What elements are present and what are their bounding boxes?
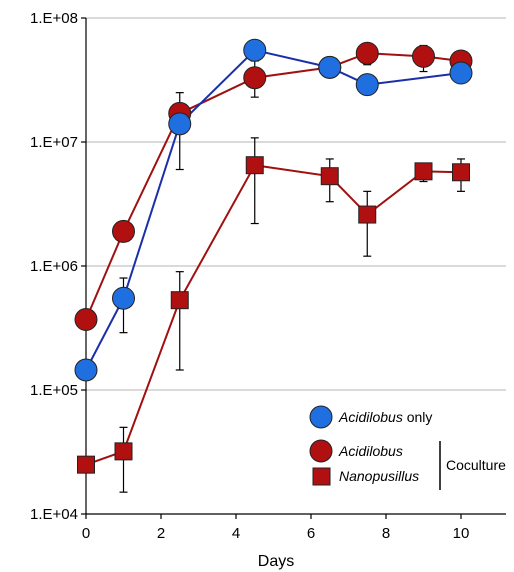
- data-point-circle: [412, 44, 435, 68]
- error-bars: [119, 43, 465, 493]
- data-point-square: [245, 156, 264, 175]
- x-tick-label: 8: [382, 525, 390, 542]
- series-line-2: [85, 164, 462, 466]
- data-point-square: [170, 291, 189, 310]
- data-point-circle: [355, 73, 379, 97]
- legend-label-acidilobus: Acidilobus: [338, 443, 403, 459]
- x-tick-label: 0: [82, 525, 90, 542]
- x-tick-label: 6: [307, 525, 315, 542]
- y-tick-label: 1.E+06: [30, 258, 78, 275]
- data-point-circle: [318, 55, 342, 79]
- data-point-circle: [355, 41, 379, 65]
- data-point-square: [358, 205, 377, 224]
- data-point-circle: [449, 61, 473, 85]
- y-tick-label: 1.E+07: [30, 134, 78, 151]
- data-point-square: [414, 162, 433, 181]
- y-tick-label: 1.E+05: [30, 382, 78, 399]
- axes: [81, 17, 506, 519]
- data-point-square: [320, 167, 339, 186]
- data-markers: [74, 38, 473, 474]
- x-tick-labels: 0 2 4 6 8 10: [82, 525, 470, 542]
- grid-lines: [86, 17, 506, 391]
- legend: Acidilobus only Acidilobus Nanopusillus …: [309, 405, 506, 490]
- legend-label-italic: Acidilobus: [338, 409, 403, 425]
- x-axis-title: Days: [258, 553, 294, 570]
- legend-label-acidilobus-only: Acidilobus only: [338, 409, 432, 425]
- legend-label-suffix: only: [403, 409, 433, 425]
- y-tick-labels: 1.E+04 1.E+05 1.E+06 1.E+07 1.E+08: [30, 10, 78, 523]
- data-point-circle: [243, 38, 267, 62]
- data-point-square: [77, 455, 95, 474]
- series-line-0: [85, 49, 462, 371]
- legend-label-nanopusillus: Nanopusillus: [339, 468, 419, 484]
- y-tick-label: 1.E+08: [30, 10, 78, 27]
- legend-marker-nanopusillus: [312, 467, 331, 486]
- x-tick-label: 4: [232, 525, 240, 542]
- legend-marker-acidilobus-only: [309, 405, 333, 429]
- data-point-circle: [112, 286, 135, 310]
- data-point-circle: [74, 358, 98, 382]
- x-tick-label: 2: [157, 525, 165, 542]
- data-point-circle: [74, 308, 98, 332]
- data-point-square: [452, 163, 470, 182]
- series-lines: [85, 49, 462, 466]
- data-point-circle: [112, 219, 135, 243]
- data-point-circle: [168, 112, 192, 136]
- data-point-square: [114, 442, 133, 461]
- legend-label-coculture: Coculture: [446, 457, 506, 473]
- x-tick-label: 10: [453, 525, 470, 542]
- data-point-circle: [243, 66, 267, 90]
- y-tick-label: 1.E+04: [30, 506, 78, 523]
- legend-marker-acidilobus: [309, 439, 333, 463]
